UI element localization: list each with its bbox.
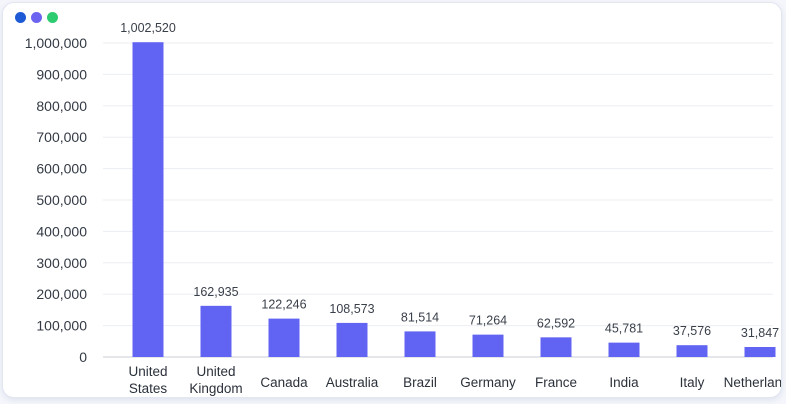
bar <box>472 334 504 357</box>
x-tick-label: Brazil <box>403 375 437 390</box>
window-dot-green <box>47 12 58 23</box>
chart-card: 0 100,000 200,000 300,000 400,000 500,000 600,… <box>2 2 782 398</box>
x-tick-label: Australia <box>326 375 379 390</box>
x-tick-label: United States <box>128 364 167 396</box>
y-tick-label: 1,000,000 <box>25 35 87 51</box>
data-label: 81,514 <box>401 310 439 324</box>
y-tick-label: 500,000 <box>36 192 87 208</box>
bar <box>744 347 776 357</box>
x-tick-label: Canada <box>260 375 308 390</box>
y-tick-label: 100,000 <box>36 318 87 334</box>
data-label: 37,576 <box>673 324 711 338</box>
bar <box>336 322 368 357</box>
bar <box>200 305 232 357</box>
x-tick-label: Germany <box>460 375 516 390</box>
y-tick-label: 800,000 <box>36 98 87 114</box>
data-label: 122,246 <box>261 298 306 312</box>
x-tick-label: Netherlands <box>724 375 781 390</box>
bar <box>404 331 436 357</box>
x-tick-label: France <box>535 375 577 390</box>
data-label: 45,781 <box>605 322 643 336</box>
window-controls <box>15 12 58 23</box>
bar-chart: 0 100,000 200,000 300,000 400,000 500,000 600,… <box>25 21 781 396</box>
y-tick-label: 900,000 <box>36 66 87 82</box>
x-tick-label: United Kingdom <box>189 364 242 396</box>
data-label: 108,573 <box>329 302 374 316</box>
data-label: 71,264 <box>469 314 507 328</box>
y-tick-label: 700,000 <box>36 129 87 145</box>
x-tick-label: Italy <box>680 375 705 390</box>
bar <box>268 318 300 357</box>
bar <box>540 337 572 357</box>
x-tick-label: India <box>609 375 639 390</box>
y-tick-label: 200,000 <box>36 286 87 302</box>
y-tick-label: 0 <box>79 349 87 365</box>
y-tick-label: 400,000 <box>36 223 87 239</box>
y-tick-label: 600,000 <box>36 161 87 177</box>
window-dot-purple <box>31 12 42 23</box>
data-label: 31,847 <box>741 326 779 340</box>
y-tick-label: 300,000 <box>36 255 87 271</box>
data-label: 62,592 <box>537 316 575 330</box>
data-label: 162,935 <box>193 285 238 299</box>
bar <box>132 42 164 358</box>
bar <box>608 342 640 357</box>
bar <box>676 345 708 357</box>
data-label: 1,002,520 <box>120 21 176 35</box>
window-dot-blue <box>15 12 26 23</box>
